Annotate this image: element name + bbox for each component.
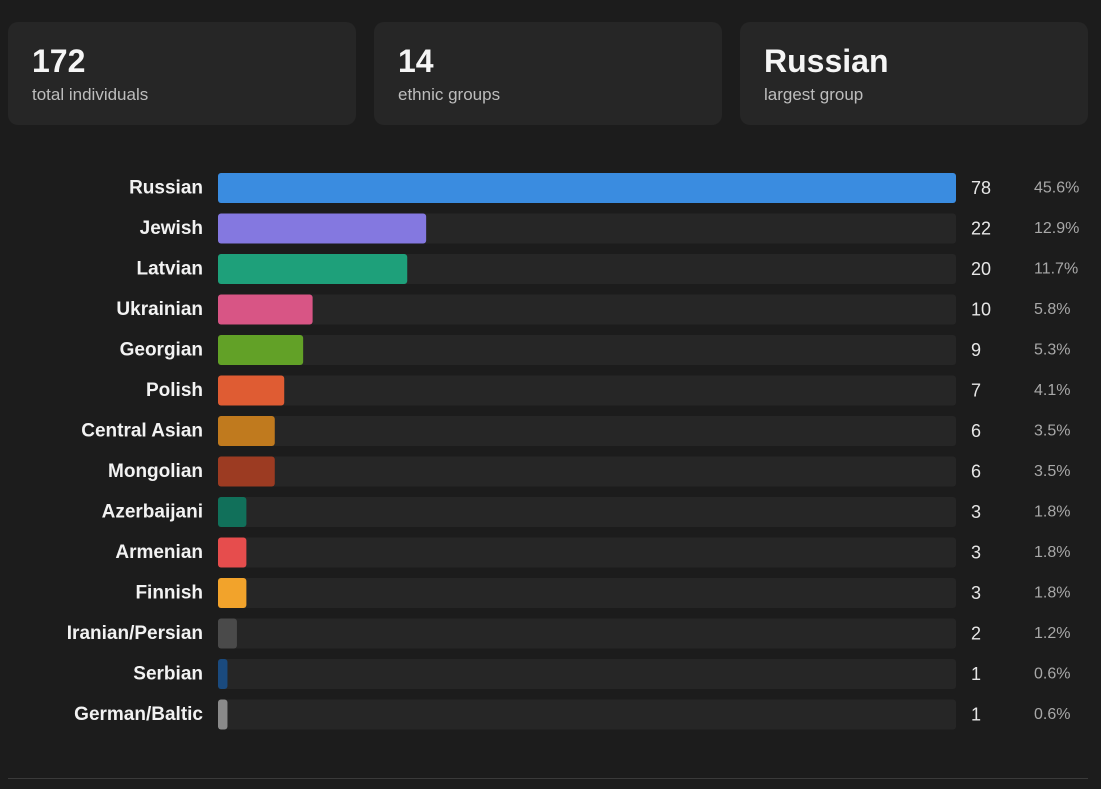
- category-label: Georgian: [120, 340, 203, 361]
- value-label: 6: [971, 421, 981, 441]
- value-label: 7: [971, 381, 981, 401]
- percent-label: 12.9%: [1034, 220, 1079, 237]
- stats-row: 172 total individuals 14 ethnic groups R…: [8, 22, 1088, 125]
- value-label: 6: [971, 462, 981, 482]
- bar: [218, 294, 313, 325]
- category-label: Serbian: [133, 664, 203, 685]
- bar: [218, 659, 228, 689]
- value-label: 3: [971, 583, 981, 603]
- percent-label: 1.8%: [1034, 544, 1070, 561]
- divider: [8, 778, 1088, 779]
- value-label: 1: [971, 705, 981, 725]
- percent-label: 0.6%: [1034, 666, 1070, 683]
- bar-track: [218, 416, 956, 446]
- category-label: Armenian: [115, 542, 203, 563]
- bar: [218, 456, 275, 487]
- bar: [218, 497, 247, 527]
- stat-value: Russian: [764, 43, 889, 79]
- stat-label: total individuals: [32, 85, 149, 104]
- percent-label: 45.6%: [1034, 180, 1079, 197]
- bar: [218, 335, 304, 365]
- bar: [218, 213, 427, 244]
- bar-track: [218, 294, 956, 325]
- percent-label: 4.1%: [1034, 382, 1070, 399]
- value-label: 3: [971, 543, 981, 563]
- percent-label: 5.3%: [1034, 342, 1070, 359]
- category-label: German/Baltic: [74, 704, 203, 725]
- ethnic-group-bar-chart: Russian 78 45.6% Jewish 22 12.9% Latvian 20 11.7…: [67, 173, 1079, 730]
- bar-track: [218, 375, 956, 406]
- bar-track: [218, 659, 956, 689]
- bar: [218, 173, 956, 203]
- value-label: 10: [971, 300, 991, 320]
- percent-label: 3.5%: [1034, 463, 1070, 480]
- bar-track: [218, 335, 956, 365]
- bar-track: [218, 537, 956, 568]
- percent-label: 1.2%: [1034, 625, 1070, 642]
- value-label: 9: [971, 340, 981, 360]
- percent-label: 11.7%: [1034, 261, 1078, 278]
- percent-label: 0.6%: [1034, 706, 1070, 723]
- bar-track: [218, 578, 956, 608]
- bar: [218, 254, 408, 284]
- category-label: Central Asian: [81, 421, 203, 442]
- category-label: Polish: [146, 380, 203, 401]
- value-label: 22: [971, 219, 991, 239]
- percent-label: 1.8%: [1034, 585, 1070, 602]
- category-label: Ukrainian: [116, 299, 203, 320]
- percent-label: 3.5%: [1034, 423, 1070, 440]
- stat-card-groups: 14 ethnic groups: [374, 22, 722, 125]
- bar-track: [218, 497, 956, 527]
- category-label: Finnish: [135, 583, 203, 604]
- category-label: Jewish: [140, 218, 203, 239]
- bar-track: [218, 699, 956, 730]
- category-label: Azerbaijani: [102, 502, 203, 523]
- stat-label: largest group: [764, 85, 864, 104]
- stat-value: 14: [398, 43, 434, 79]
- bar-track: [218, 456, 956, 487]
- bar-track: [218, 618, 956, 649]
- value-label: 2: [971, 624, 981, 644]
- value-label: 3: [971, 502, 981, 522]
- stat-card-largest: Russian largest group: [740, 22, 1088, 125]
- category-label: Russian: [129, 178, 203, 199]
- bar: [218, 416, 275, 446]
- bar: [218, 699, 228, 730]
- category-label: Iranian/Persian: [67, 623, 203, 644]
- stat-card-total: 172 total individuals: [8, 22, 356, 125]
- bar: [218, 618, 237, 649]
- category-label: Latvian: [136, 259, 203, 280]
- percent-label: 1.8%: [1034, 504, 1070, 521]
- value-label: 1: [971, 664, 981, 684]
- bar: [218, 375, 285, 406]
- value-label: 20: [971, 259, 991, 279]
- percent-label: 5.8%: [1034, 301, 1070, 318]
- category-label: Mongolian: [108, 461, 203, 482]
- bar: [218, 537, 247, 568]
- stat-value: 172: [32, 43, 86, 79]
- bar: [218, 578, 247, 608]
- stat-label: ethnic groups: [398, 85, 501, 104]
- value-label: 78: [971, 178, 991, 198]
